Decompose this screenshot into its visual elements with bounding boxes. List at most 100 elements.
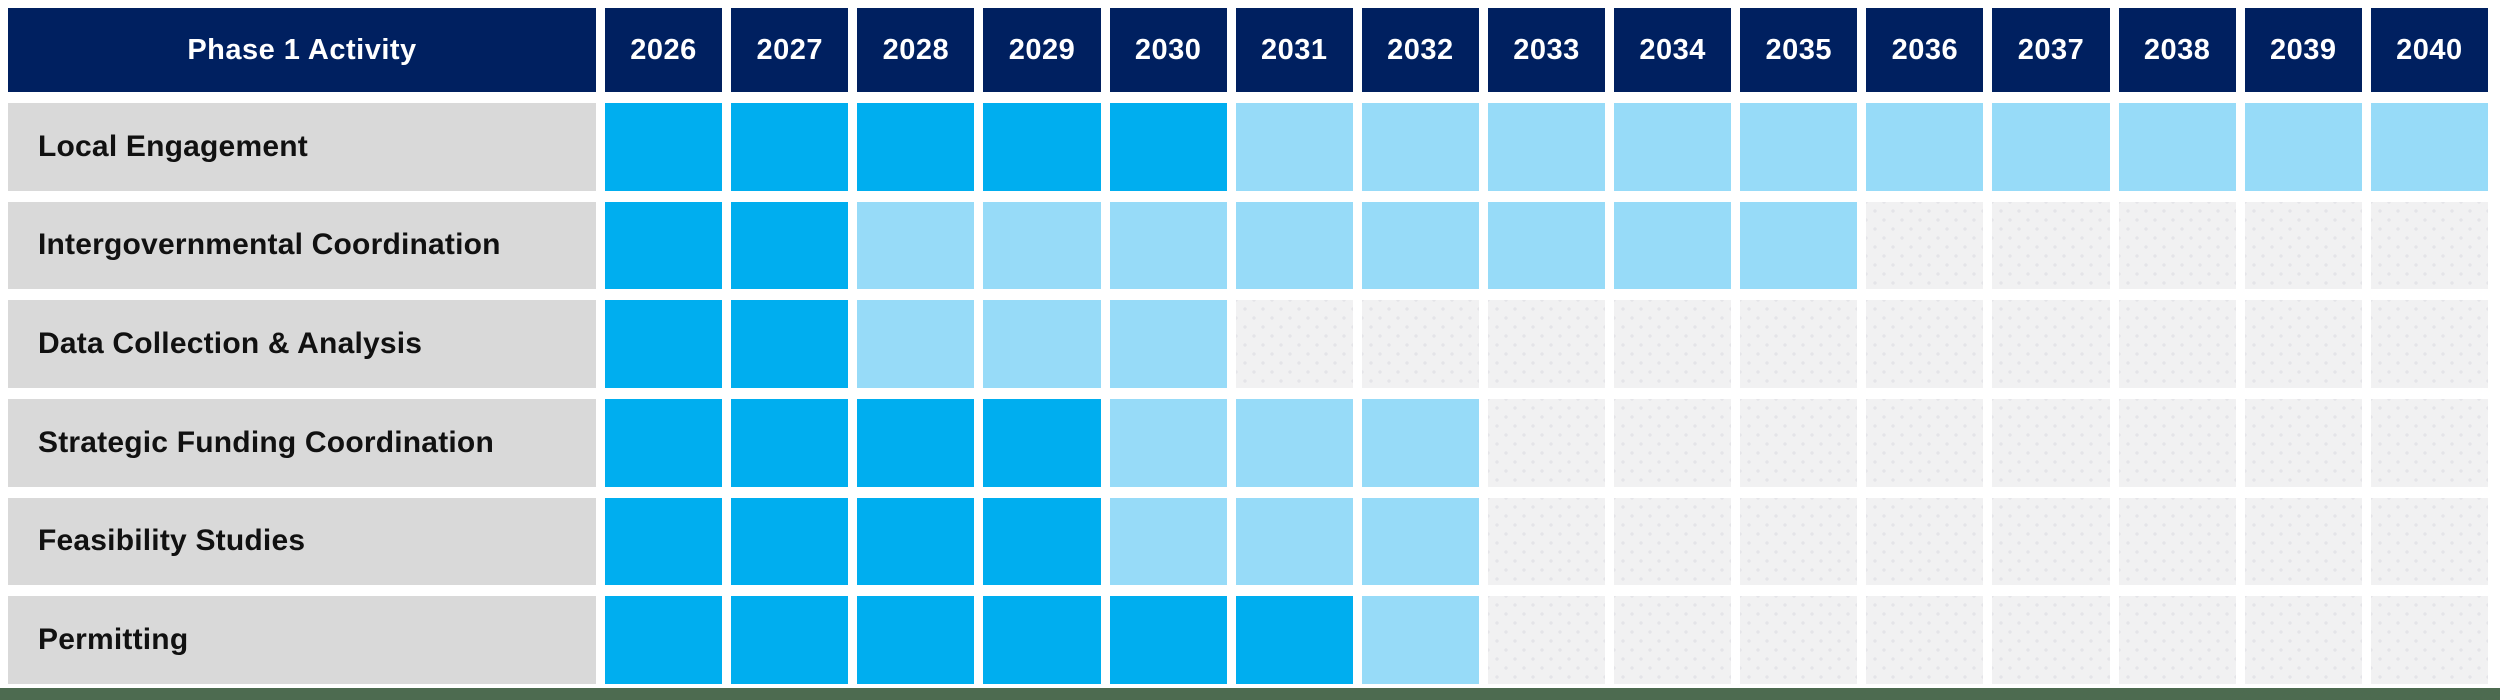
gantt-cell-row2-2037	[1992, 201, 2110, 290]
gantt-cell-row2-2040	[2370, 201, 2488, 290]
gantt-cell-row2-2030	[1109, 201, 1227, 290]
gantt-cell-row3-2030	[1109, 300, 1227, 388]
gantt-cell-row4-2035	[1740, 398, 1858, 487]
footer-accent-bar	[0, 688, 2500, 700]
gantt-cell-row4-2038	[2118, 398, 2236, 487]
gantt-cell-row6-2026	[605, 596, 723, 684]
gantt-cell-row6-2034	[1614, 596, 1732, 684]
gantt-cell-row1-2039	[2244, 103, 2362, 191]
gantt-cell-row2-2034	[1614, 201, 1732, 290]
gantt-cell-row5-2039	[2244, 497, 2362, 586]
gantt-cell-row3-2038	[2118, 300, 2236, 388]
gantt-cell-row2-2027	[731, 201, 849, 290]
gantt-cell-row3-2028	[857, 300, 975, 388]
gantt-cell-row4-2031	[1235, 398, 1353, 487]
gantt-cell-row1-2032	[1361, 103, 1479, 191]
gantt-cell-row4-2034	[1614, 398, 1732, 487]
gantt-cell-row6-2032	[1361, 596, 1479, 684]
gantt-cell-row2-2029	[983, 201, 1101, 290]
gantt-cell-row2-2039	[2244, 201, 2362, 290]
gantt-cell-row3-2029	[983, 300, 1101, 388]
year-header-2037: 2037	[1992, 8, 2110, 92]
gantt-cell-row3-2037	[1992, 300, 2110, 388]
gantt-cell-row3-2034	[1614, 300, 1732, 388]
gantt-cell-row3-2040	[2370, 300, 2488, 388]
gantt-cell-row5-2028	[857, 497, 975, 586]
gantt-cell-row4-2032	[1361, 398, 1479, 487]
gantt-cell-row6-2029	[983, 596, 1101, 684]
gantt-cell-row1-2040	[2370, 103, 2488, 191]
activity-row-label: Data Collection & Analysis	[8, 300, 596, 388]
gantt-cell-row1-2034	[1614, 103, 1732, 191]
gantt-grid: Phase 1 Activity 2026 2027 2028 2029 2030 203…	[8, 8, 2488, 684]
gantt-cell-row3-2031	[1235, 300, 1353, 388]
gantt-cell-row6-2033	[1487, 596, 1606, 684]
gantt-cell-row2-2032	[1361, 201, 1479, 290]
gantt-cell-row5-2033	[1487, 497, 1606, 586]
gantt-cell-row5-2029	[983, 497, 1101, 586]
gantt-cell-row4-2040	[2370, 398, 2488, 487]
gantt-cell-row1-2031	[1235, 103, 1353, 191]
gantt-cell-row3-2032	[1361, 300, 1479, 388]
gantt-cell-row4-2029	[983, 398, 1101, 487]
activity-row-label: Feasibility Studies	[8, 497, 596, 586]
gantt-cell-row4-2037	[1992, 398, 2110, 487]
gantt-cell-row6-2040	[2370, 596, 2488, 684]
gantt-cell-row6-2028	[857, 596, 975, 684]
gantt-cell-row1-2035	[1740, 103, 1858, 191]
gantt-cell-row6-2030	[1109, 596, 1227, 684]
gantt-cell-row3-2035	[1740, 300, 1858, 388]
gantt-cell-row5-2036	[1866, 497, 1984, 586]
gantt-cell-row4-2033	[1487, 398, 1606, 487]
gantt-cell-row2-2036	[1866, 201, 1984, 290]
gantt-cell-row6-2036	[1866, 596, 1984, 684]
year-header-2028: 2028	[857, 8, 975, 92]
year-header-2038: 2038	[2118, 8, 2236, 92]
year-header-2036: 2036	[1866, 8, 1984, 92]
gantt-cell-row2-2026	[605, 201, 723, 290]
gantt-cell-row4-2030	[1109, 398, 1227, 487]
gantt-cell-row5-2040	[2370, 497, 2488, 586]
gantt-cell-row1-2029	[983, 103, 1101, 191]
gantt-cell-row1-2030	[1109, 103, 1227, 191]
activity-row-label: Local Engagement	[8, 103, 596, 191]
year-header-2029: 2029	[983, 8, 1101, 92]
gantt-cell-row2-2033	[1487, 201, 1606, 290]
activity-row-label: Permitting	[8, 596, 596, 684]
gantt-cell-row5-2032	[1361, 497, 1479, 586]
gantt-cell-row4-2027	[731, 398, 849, 487]
gantt-cell-row1-2037	[1992, 103, 2110, 191]
activity-row-label: Strategic Funding Coordination	[8, 398, 596, 487]
gantt-cell-row5-2026	[605, 497, 723, 586]
year-header-2026: 2026	[605, 8, 723, 92]
gantt-cell-row3-2026	[605, 300, 723, 388]
gantt-cell-row6-2027	[731, 596, 849, 684]
gantt-cell-row3-2027	[731, 300, 849, 388]
year-header-2039: 2039	[2244, 8, 2362, 92]
gantt-cell-row4-2028	[857, 398, 975, 487]
gantt-cell-row1-2026	[605, 103, 723, 191]
gantt-cell-row6-2039	[2244, 596, 2362, 684]
gantt-cell-row1-2036	[1866, 103, 1984, 191]
gantt-cell-row2-2031	[1235, 201, 1353, 290]
year-header-2040: 2040	[2370, 8, 2488, 92]
gantt-cell-row5-2038	[2118, 497, 2236, 586]
gantt-cell-row2-2028	[857, 201, 975, 290]
activity-column-header: Phase 1 Activity	[8, 8, 596, 92]
gantt-cell-row2-2038	[2118, 201, 2236, 290]
gantt-cell-row5-2027	[731, 497, 849, 586]
gantt-cell-row5-2037	[1992, 497, 2110, 586]
year-header-2032: 2032	[1361, 8, 1479, 92]
gantt-cell-row6-2038	[2118, 596, 2236, 684]
gantt-cell-row3-2036	[1866, 300, 1984, 388]
year-header-2035: 2035	[1740, 8, 1858, 92]
gantt-cell-row4-2036	[1866, 398, 1984, 487]
gantt-cell-row5-2035	[1740, 497, 1858, 586]
year-header-2030: 2030	[1109, 8, 1227, 92]
gantt-cell-row4-2039	[2244, 398, 2362, 487]
gantt-cell-row5-2030	[1109, 497, 1227, 586]
gantt-cell-row1-2033	[1487, 103, 1606, 191]
gantt-cell-row2-2035	[1740, 201, 1858, 290]
year-header-2033: 2033	[1487, 8, 1606, 92]
